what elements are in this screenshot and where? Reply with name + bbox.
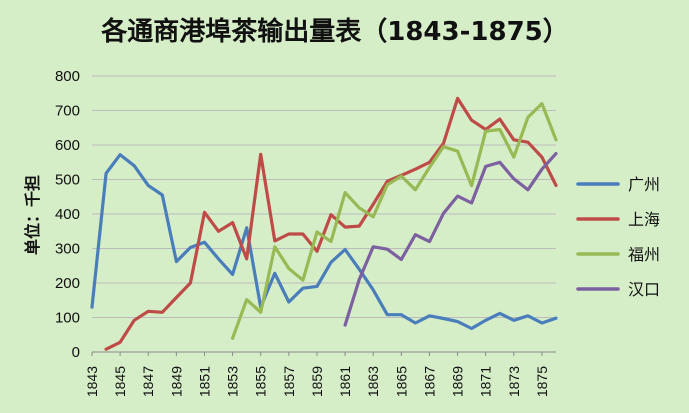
chart-title: 各通商港埠茶输出量表（1843-1875） [100,16,569,47]
x-tick-label: 1873 [506,366,522,397]
legend-label-3: 汉口 [628,280,660,299]
x-tick-label: 1857 [281,366,297,397]
y-axis-label: 单位：千担 [23,175,42,255]
y-tick-label: 0 [72,344,80,361]
series-line-3 [343,152,558,327]
x-tick-label: 1855 [253,366,269,397]
x-tick-label: 1861 [337,366,353,397]
y-tick-label: 600 [55,137,80,154]
legend-label-1: 上海 [628,210,660,229]
y-tick-label: 500 [55,172,80,189]
x-tick-label: 1849 [168,366,184,397]
x-tick-label: 1869 [450,366,466,397]
y-tick-label: 700 [55,103,80,120]
y-tick-label: 400 [55,206,80,223]
y-tick-label: 200 [55,275,80,292]
series-layer [90,96,558,351]
x-tick-label: 1845 [112,366,128,397]
series-line-0 [90,153,558,331]
x-tick-label: 1865 [393,366,409,397]
y-tick-label: 800 [55,68,80,85]
x-tick-label: 1843 [84,366,100,397]
x-tick-label: 1863 [365,366,381,397]
legend-label-0: 广州 [628,175,660,194]
axes: 0 100 200 300 400 500 600 700 800 1843 1845 1847 184… [55,68,556,397]
y-tick-label: 100 [55,310,80,327]
legend-label-2: 福州 [628,245,660,264]
gridlines [92,75,556,318]
x-tick-label: 1853 [225,366,241,397]
series-line-1 [104,96,558,351]
x-tick-label: 1851 [196,366,212,397]
x-tick-label: 1867 [421,366,437,397]
x-tick-label: 1859 [309,366,325,397]
x-tick-label: 1875 [534,366,550,397]
x-tick-label: 1847 [140,366,156,397]
series-line-2 [231,102,558,340]
y-tick-label: 300 [55,241,80,258]
x-tick-label: 1871 [478,366,494,397]
